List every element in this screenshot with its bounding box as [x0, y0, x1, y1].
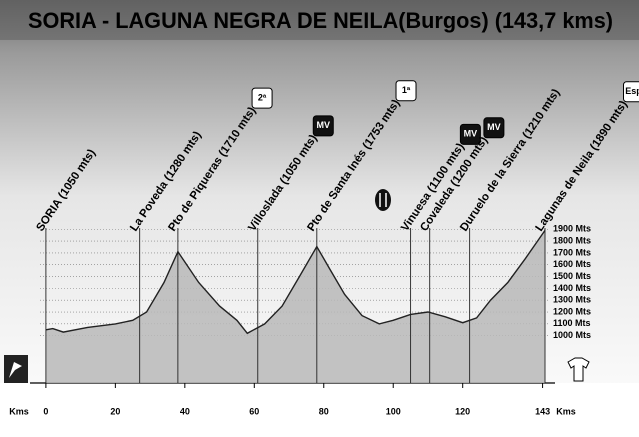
y-tick-label: 1000 Mts [553, 330, 591, 340]
x-axis-label: Kms [9, 406, 29, 416]
x-axis-label: Kms [556, 406, 576, 416]
badge [395, 80, 417, 102]
x-tick-label: 120 [455, 406, 470, 416]
x-tick-label: 20 [110, 406, 120, 416]
y-tick-label: 1800 Mts [553, 235, 591, 245]
badge [251, 87, 273, 109]
x-tick-label: 0 [43, 406, 48, 416]
x-tick-label: 143 [535, 406, 550, 416]
badge [459, 123, 481, 145]
feed-zone-icon [375, 189, 391, 211]
badge [483, 117, 505, 139]
jersey-icon [567, 357, 590, 382]
y-tick-label: 1500 Mts [553, 271, 591, 281]
y-tick-label: 1100 Mts [553, 318, 591, 328]
badge-label: MV [317, 120, 331, 130]
x-tick-label: 80 [319, 406, 329, 416]
profile-line [45, 229, 546, 335]
title-band [0, 0, 639, 40]
y-tick-label: 1900 Mts [553, 224, 591, 234]
x-tick-label: 40 [180, 406, 190, 416]
badge [623, 81, 639, 103]
chart-title: SORIA - LAGUNA NEGRA DE NEILA(Burgos) (1… [28, 8, 613, 33]
y-tick-label: 1300 Mts [553, 295, 591, 305]
badge-label: Esp [625, 86, 639, 96]
y-tick-label: 1600 Mts [553, 259, 591, 269]
badge-label: MV [464, 129, 478, 139]
badge [312, 115, 334, 137]
badge-label: 1ª [402, 85, 411, 95]
y-tick-label: 1700 Mts [553, 247, 591, 257]
x-tick-label: 60 [249, 406, 259, 416]
x-tick-label: 100 [386, 406, 401, 416]
badge-label: MV [487, 122, 501, 132]
badge-label: 2ª [258, 93, 267, 103]
y-tick-label: 1200 Mts [553, 306, 591, 316]
axis-band [0, 383, 639, 437]
y-tick-label: 1400 Mts [553, 283, 591, 293]
flag-icon [9, 362, 22, 378]
